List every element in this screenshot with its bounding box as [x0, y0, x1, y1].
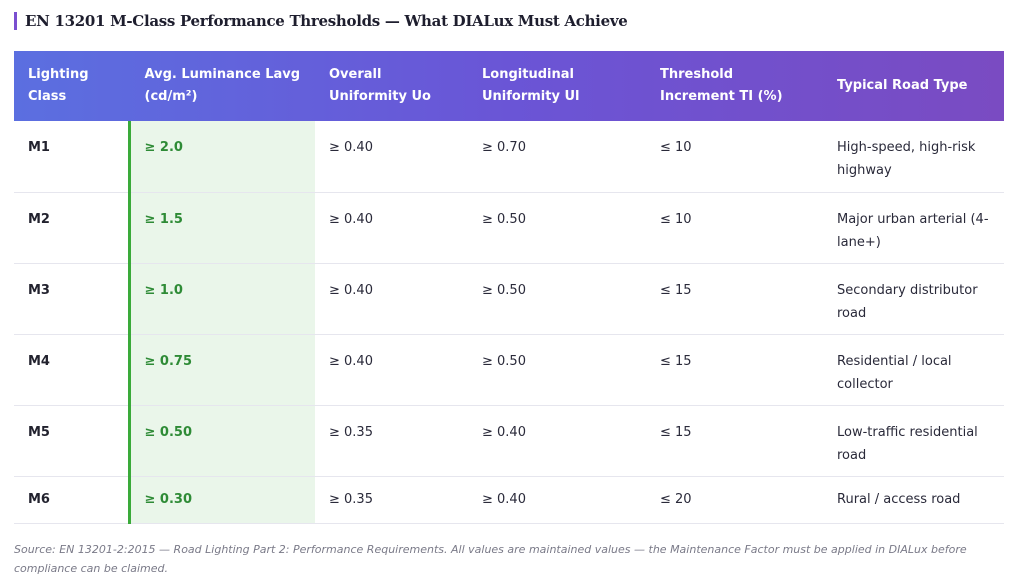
cell-threshold-increment: ≤ 15 [646, 334, 823, 406]
cell-longitudinal-uniformity: ≥ 0.50 [468, 263, 646, 335]
table-row: M4 ≥ 0.75 ≥ 0.40 ≥ 0.50 ≤ 15 Residential… [14, 334, 1004, 406]
table-body: M1 ≥ 2.0 ≥ 0.40 ≥ 0.70 ≤ 10 High-speed, … [14, 121, 1004, 524]
cell-class: M4 [14, 334, 129, 406]
header-row: Lighting Class Avg. Luminance Lavg (cd/m… [14, 51, 1004, 121]
cell-longitudinal-uniformity: ≥ 0.50 [468, 192, 646, 264]
cell-luminance: ≥ 0.50 [127, 405, 315, 477]
cell-longitudinal-uniformity: ≥ 0.40 [468, 476, 646, 524]
cell-luminance: ≥ 2.0 [127, 121, 315, 193]
cell-threshold-increment: ≤ 10 [646, 192, 823, 264]
thresholds-table: Lighting Class Avg. Luminance Lavg (cd/m… [14, 51, 1004, 524]
cell-class: M1 [14, 121, 129, 193]
table-header: Lighting Class Avg. Luminance Lavg (cd/m… [14, 51, 1004, 121]
table-row: M1 ≥ 2.0 ≥ 0.40 ≥ 0.70 ≤ 10 High-speed, … [14, 121, 1004, 193]
cell-threshold-increment: ≤ 20 [646, 476, 823, 524]
header-avg-luminance: Avg. Luminance Lavg (cd/m²) [144, 67, 301, 104]
header-lighting-class: Lighting Class [28, 67, 89, 104]
cell-luminance: ≥ 1.5 [127, 192, 315, 264]
cell-road-type: High-speed, high-risk highway [823, 121, 1004, 193]
cell-longitudinal-uniformity: ≥ 0.70 [468, 121, 646, 193]
cell-class: M2 [14, 192, 129, 264]
cell-road-type: Low-traffic residential road [823, 405, 1004, 477]
cell-threshold-increment: ≤ 10 [646, 121, 823, 193]
cell-class: M6 [14, 476, 129, 524]
source-note: Source: EN 13201-2:2015 — Road Lighting … [14, 543, 967, 575]
cell-threshold-increment: ≤ 15 [646, 405, 823, 477]
cell-overall-uniformity: ≥ 0.40 [315, 192, 468, 264]
cell-luminance: ≥ 0.30 [127, 476, 315, 524]
header-threshold-increment: Threshold Increment TI (%) [660, 67, 783, 104]
cell-longitudinal-uniformity: ≥ 0.40 [468, 405, 646, 477]
cell-longitudinal-uniformity: ≥ 0.50 [468, 334, 646, 406]
header-overall-uniformity: Overall Uniformity Uo [329, 67, 431, 104]
cell-road-type: Major urban arterial (4-lane+) [823, 192, 1004, 264]
cell-overall-uniformity: ≥ 0.35 [315, 476, 468, 524]
cell-luminance: ≥ 1.0 [127, 263, 315, 335]
cell-overall-uniformity: ≥ 0.40 [315, 334, 468, 406]
table-row: M3 ≥ 1.0 ≥ 0.40 ≥ 0.50 ≤ 15 Secondary di… [14, 263, 1004, 335]
cell-road-type: Rural / access road [823, 476, 1004, 524]
cell-overall-uniformity: ≥ 0.40 [315, 121, 468, 193]
header-longitudinal-uniformity: Longitudinal Uniformity Ul [482, 67, 580, 104]
cell-class: M3 [14, 263, 129, 335]
title-accent-bar [14, 12, 17, 30]
cell-road-type: Secondary distributor road [823, 263, 1004, 335]
table-row: M6 ≥ 0.30 ≥ 0.35 ≥ 0.40 ≤ 20 Rural / acc… [14, 476, 1004, 524]
cell-road-type: Residential / local collector [823, 334, 1004, 406]
cell-overall-uniformity: ≥ 0.40 [315, 263, 468, 335]
cell-luminance: ≥ 0.75 [127, 334, 315, 406]
title-row: EN 13201 M-Class Performance Thresholds … [14, 10, 628, 32]
cell-threshold-increment: ≤ 15 [646, 263, 823, 335]
cell-overall-uniformity: ≥ 0.35 [315, 405, 468, 477]
cell-class: M5 [14, 405, 129, 477]
table-row: M2 ≥ 1.5 ≥ 0.40 ≥ 0.50 ≤ 10 Major urban … [14, 192, 1004, 264]
header-typical-road-type: Typical Road Type [837, 78, 968, 93]
table-row: M5 ≥ 0.50 ≥ 0.35 ≥ 0.40 ≤ 15 Low-traffic… [14, 405, 1004, 477]
page-title: EN 13201 M-Class Performance Thresholds … [25, 12, 628, 30]
